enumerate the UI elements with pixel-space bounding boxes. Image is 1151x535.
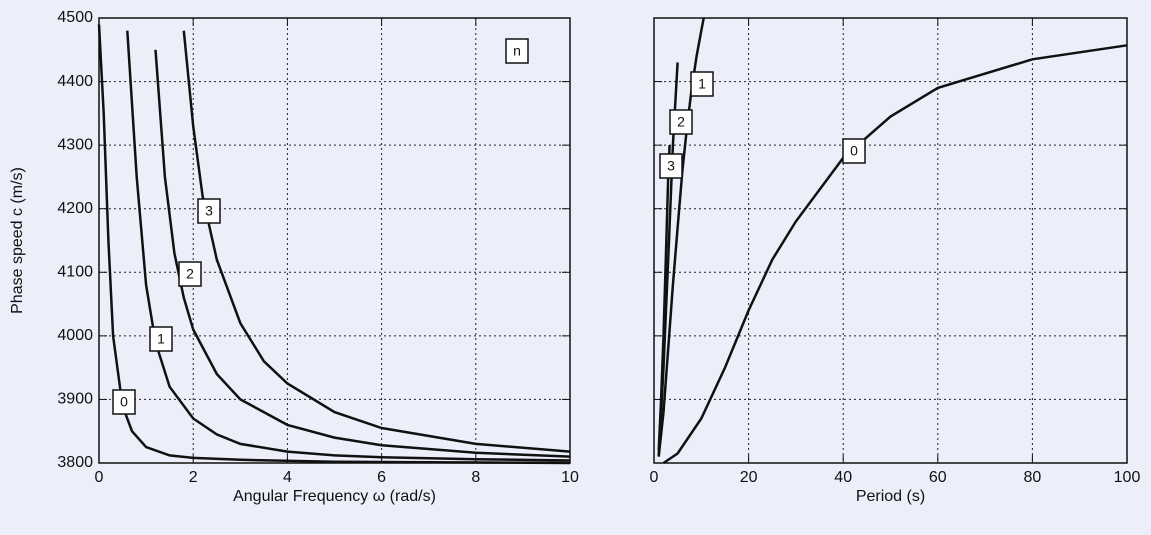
- x-axis-label: Period (s): [856, 488, 925, 505]
- x-tick-label: 8: [471, 469, 480, 486]
- x-tick-label: 4: [283, 469, 292, 486]
- label-box: [197, 198, 221, 224]
- x-tick-label: 0: [95, 469, 104, 486]
- x-tick-label: 20: [740, 469, 758, 486]
- x-axis-label: Angular Frequency ω (rad/s): [233, 488, 436, 505]
- plot-frame: [98, 17, 571, 464]
- x-tick-label: 2: [189, 469, 198, 486]
- label-box: [669, 109, 693, 135]
- label-box: [842, 138, 866, 164]
- curve-label: 2: [677, 114, 685, 130]
- y-tick-label: 4400: [57, 73, 93, 90]
- plot-frame: [653, 17, 1128, 464]
- y-tick-label: 4000: [57, 327, 93, 344]
- y-tick-label: 4200: [57, 200, 93, 217]
- curve-label: 0: [120, 394, 128, 410]
- curve-label: 1: [698, 76, 706, 92]
- curve-label: 0: [850, 143, 858, 159]
- curve-label: 2: [186, 266, 194, 282]
- y-axis-label: Phase speed c (m/s): [9, 167, 26, 314]
- x-tick-label: 40: [834, 469, 852, 486]
- label-box: [178, 261, 202, 287]
- y-tick-label: 4500: [57, 9, 93, 26]
- y-tick-label: 3800: [57, 454, 93, 471]
- label-box: [659, 153, 683, 179]
- x-tick-label: 10: [561, 469, 579, 486]
- y-tick-label: 4100: [57, 264, 93, 281]
- x-tick-label: 0: [650, 469, 659, 486]
- label-box: [690, 71, 714, 97]
- label-box: [149, 326, 173, 352]
- curve-label: 3: [205, 203, 213, 219]
- curve-label: n: [513, 43, 521, 59]
- curve-label: 1: [157, 331, 165, 347]
- x-tick-label: 6: [377, 469, 386, 486]
- curve: [182, 30, 571, 453]
- x-tick-label: 80: [1024, 469, 1042, 486]
- label-box: [112, 389, 136, 415]
- curve-label: 3: [667, 158, 675, 174]
- curve: [97, 24, 571, 465]
- curve: [662, 44, 1128, 465]
- y-tick-label: 4300: [57, 136, 93, 153]
- x-tick-label: 100: [1114, 469, 1141, 486]
- x-tick-label: 60: [929, 469, 947, 486]
- y-tick-label: 3900: [57, 391, 93, 408]
- curve: [154, 49, 571, 458]
- curve: [126, 30, 571, 462]
- label-box: [505, 38, 529, 64]
